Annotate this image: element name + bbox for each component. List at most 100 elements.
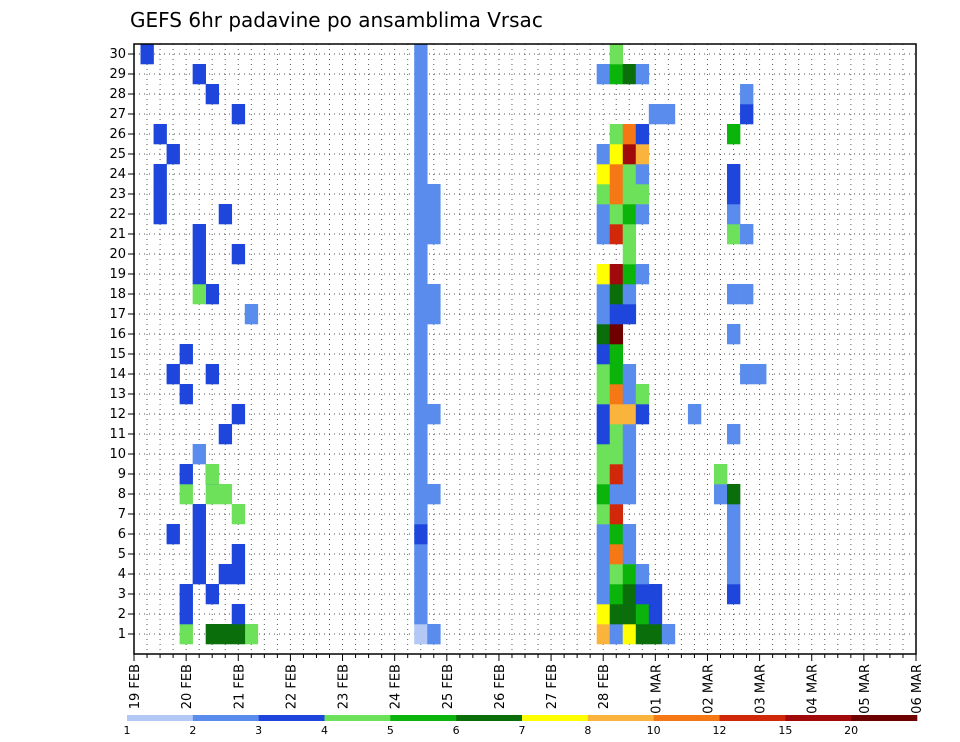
heatmap-cell <box>622 164 637 185</box>
x-tick-label: 20 FEB <box>180 664 195 709</box>
heatmap-cell <box>414 444 428 465</box>
heatmap-cell <box>414 44 428 65</box>
heatmap-cell <box>414 244 428 265</box>
heatmap-cell <box>596 484 611 505</box>
heatmap-cell <box>218 424 233 445</box>
heatmap-cell <box>596 444 611 465</box>
heatmap-cell <box>166 144 180 165</box>
heatmap-cell <box>596 284 611 305</box>
heatmap-cell <box>609 524 624 545</box>
heatmap-cell <box>596 204 611 225</box>
heatmap-cell <box>609 384 624 405</box>
heatmap-cell <box>427 224 441 245</box>
heatmap-cell <box>596 464 611 485</box>
heatmap-cell <box>192 64 206 85</box>
heatmap-cell <box>414 344 428 365</box>
y-tick-label: 4 <box>118 567 126 582</box>
y-tick-label: 10 <box>109 447 126 462</box>
x-axis: 19 FEB 20 FEB 21 FEB 22 FEB 23 FEB 24 FEB 25 F… <box>128 654 925 714</box>
heatmap-cell <box>635 204 650 225</box>
colorbar-swatch <box>785 715 852 721</box>
heatmap-cell <box>661 104 676 125</box>
heatmap-cell <box>179 604 193 625</box>
x-tick-label: 04 MAR <box>806 664 821 714</box>
heatmap-cell <box>192 224 206 245</box>
heatmap-cell <box>609 264 624 285</box>
heatmap-cell <box>635 624 650 645</box>
heatmap-cell <box>192 504 206 525</box>
heatmap-cell <box>622 624 637 645</box>
x-tick-label: 06 MAR <box>910 664 925 714</box>
heatmap-cell <box>648 104 663 125</box>
y-tick-label: 17 <box>109 307 126 322</box>
x-tick-label: 23 FEB <box>337 664 352 709</box>
heatmap-cell <box>414 504 428 525</box>
y-tick-label: 9 <box>118 467 126 482</box>
colorbar-label: 6 <box>453 724 460 737</box>
heatmap-cell <box>596 344 611 365</box>
heatmap-cell <box>622 224 637 245</box>
y-tick-label: 11 <box>109 427 126 442</box>
heatmap-cell <box>205 364 220 385</box>
heatmap-cell <box>727 164 741 185</box>
y-tick-label: 3 <box>118 587 126 602</box>
heatmap-cell <box>622 484 637 505</box>
heatmap-cell <box>609 284 624 305</box>
x-tick-label: 03 MAR <box>754 664 769 714</box>
colorbar-label: 10 <box>647 724 661 737</box>
heatmap-cell <box>166 524 180 545</box>
heatmap-cell <box>596 424 611 445</box>
heatmap-cell <box>622 444 637 465</box>
heatmap-cell <box>414 304 428 325</box>
heatmap-cell <box>414 64 428 85</box>
heatmap-cell <box>596 364 611 385</box>
heatmap-cell <box>192 264 206 285</box>
y-axis: 1234567891011121314151617181920212223242… <box>109 47 134 642</box>
heatmap-cell <box>231 104 246 125</box>
y-tick-label: 2 <box>118 607 126 622</box>
grid <box>134 44 916 654</box>
heatmap-cell <box>427 304 441 325</box>
heatmap-cell <box>622 544 637 565</box>
colorbar-label: 15 <box>778 724 792 737</box>
heatmap-cell <box>414 224 428 245</box>
heatmap-cell <box>609 344 624 365</box>
heatmap-cell <box>596 404 611 425</box>
heatmap-cell <box>596 564 611 585</box>
y-tick-label: 7 <box>118 507 126 522</box>
colorbar-swatch <box>653 715 720 721</box>
y-tick-label: 26 <box>109 127 126 142</box>
heatmap-cell <box>205 464 220 485</box>
heatmap-cell <box>153 204 167 225</box>
y-tick-label: 8 <box>118 487 126 502</box>
heatmap-cell <box>622 244 637 265</box>
y-tick-label: 27 <box>109 107 126 122</box>
heatmap-cell <box>596 144 611 165</box>
y-tick-label: 13 <box>109 387 126 402</box>
heatmap-cell <box>244 624 259 645</box>
x-tick-label: 22 FEB <box>284 664 299 709</box>
colorbar-label: 20 <box>844 724 858 737</box>
heatmap-cell <box>427 184 441 205</box>
x-tick-label: 05 MAR <box>858 664 873 714</box>
heatmap-cell <box>596 324 611 345</box>
heatmap-cell <box>596 504 611 525</box>
heatmap-cell <box>231 504 246 525</box>
heatmap-cell <box>231 564 246 585</box>
heatmap-cell <box>609 404 624 425</box>
x-tick-label: 02 MAR <box>701 664 716 714</box>
heatmap-cell <box>740 364 754 385</box>
heatmap-cell <box>713 464 728 485</box>
x-tick-label: 19 FEB <box>128 664 143 709</box>
heatmap-cell <box>727 224 741 245</box>
heatmap-cell <box>427 484 441 505</box>
heatmap-cell <box>727 424 741 445</box>
heatmap-cell <box>218 564 233 585</box>
heatmap-cell <box>596 544 611 565</box>
y-tick-label: 28 <box>109 87 126 102</box>
y-tick-label: 12 <box>109 407 126 422</box>
heatmap-cell <box>218 624 233 645</box>
heatmap-cell <box>740 224 754 245</box>
y-tick-label: 14 <box>109 367 126 382</box>
